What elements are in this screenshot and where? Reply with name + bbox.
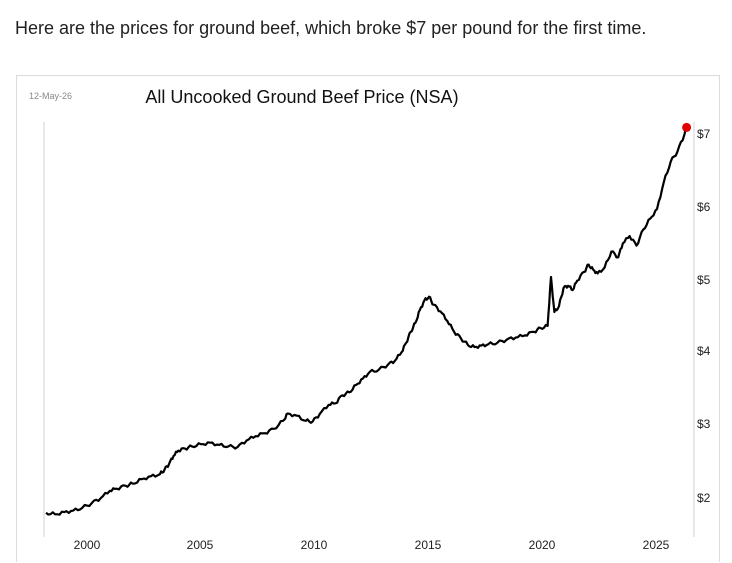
- chart-title: All Uncooked Ground Beef Price (NSA): [145, 87, 458, 107]
- x-tick-label: 2000: [74, 538, 101, 552]
- latest-price-point: [682, 122, 692, 132]
- y-tick-label: $3: [697, 417, 711, 431]
- x-tick-label: 2005: [187, 538, 214, 552]
- y-tick-label: $4: [697, 344, 711, 358]
- y-tick-label: $6: [697, 200, 711, 214]
- x-tick-label: 2010: [301, 538, 328, 552]
- y-tick-label: $2: [697, 491, 711, 505]
- caption-text: Here are the prices for ground beef, whi…: [15, 18, 647, 38]
- chart-card: 12-May-26 All Uncooked Ground Beef Price…: [16, 75, 720, 562]
- x-tick-label: 2020: [529, 538, 556, 552]
- ground-beef-price-chart: 12-May-26 All Uncooked Ground Beef Price…: [29, 87, 711, 552]
- x-tick-label: 2025: [643, 538, 670, 552]
- x-tick-label: 2015: [415, 538, 442, 552]
- chart-date-label: 12-May-26: [29, 91, 72, 101]
- y-tick-label: $5: [697, 273, 711, 287]
- y-tick-label: $7: [697, 127, 711, 141]
- price-series-line: [45, 127, 688, 516]
- series-layer: [45, 122, 692, 516]
